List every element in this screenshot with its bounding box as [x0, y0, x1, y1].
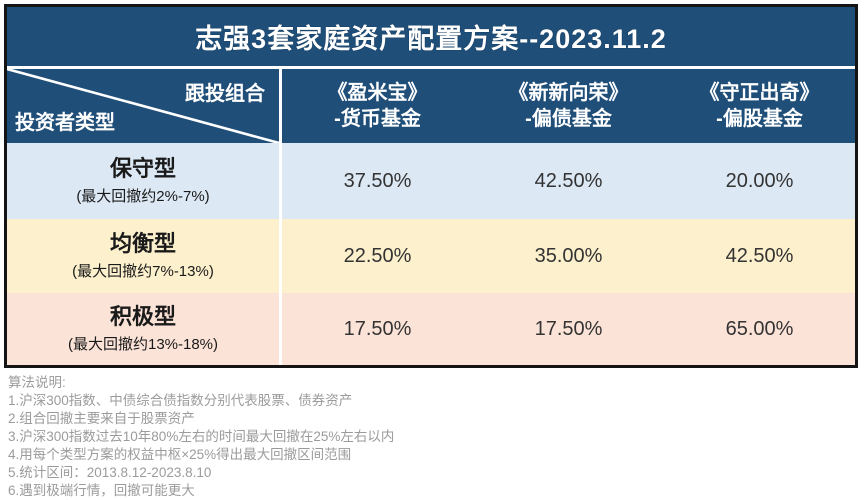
diagonal-divider-line — [7, 69, 279, 143]
table-row-conservative: 保守型 (最大回撤约2%-7%) 37.50% 42.50% 20.00% — [7, 143, 855, 219]
column-header-xinxinxiangrong: 《新新向荣》 -偏债基金 — [473, 69, 664, 143]
row-header-balanced: 均衡型 (最大回撤约7%-13%) — [7, 219, 282, 293]
footnote-line: 6.遇到极端行情，回撤可能更大 — [8, 483, 195, 498]
corner-label-portfolios: 跟投组合 — [185, 83, 265, 105]
column-header-name: 《守正出奇》 — [699, 82, 820, 104]
column-header-name: 《新新向荣》 — [508, 82, 629, 104]
page-title: 志强3套家庭资产配置方案--2023.11.2 — [195, 24, 667, 54]
max-drawdown-note: (最大回撤约13%-18%) — [67, 335, 219, 353]
column-header-sub: -偏股基金 — [716, 108, 803, 130]
footnote-line: 5.统计区间：2013.8.12-2023.8.10 — [8, 465, 212, 480]
allocation-value: 17.50% — [534, 317, 603, 340]
column-header-shouzhengchuqi: 《守正出奇》 -偏股基金 — [664, 69, 855, 143]
footnotes-heading: 算法说明: — [8, 375, 66, 390]
allocation-value: 42.50% — [725, 244, 794, 267]
footnote-line: 3.沪深300指数过去10年80%左右的时间最大回撤在25%左右以内 — [8, 429, 395, 444]
allocation-value: 35.00% — [534, 244, 603, 267]
corner-header-cell: 跟投组合 投资者类型 — [7, 69, 282, 143]
asset-allocation-table: 志强3套家庭资产配置方案--2023.11.2 跟投组合 投资者类型 《盈米宝》… — [4, 4, 858, 368]
row-header-conservative: 保守型 (最大回撤约2%-7%) — [7, 143, 282, 219]
table-title-bar: 志强3套家庭资产配置方案--2023.11.2 — [7, 7, 855, 69]
footnote-line: 2.组合回撤主要来自于股票资产 — [8, 411, 195, 426]
allocation-value: 65.00% — [725, 317, 794, 340]
allocation-value: 17.50% — [343, 317, 412, 340]
allocation-value: 42.50% — [534, 169, 603, 192]
investor-type-label: 均衡型 — [109, 231, 176, 257]
allocation-value: 22.50% — [343, 244, 412, 267]
investor-type-label: 保守型 — [109, 156, 176, 182]
table-row-aggressive: 积极型 (最大回撤约13%-18%) 17.50% 17.50% 65.00% — [7, 293, 855, 365]
table-row-balanced: 均衡型 (最大回撤约7%-13%) 22.50% 35.00% 42.50% — [7, 219, 855, 293]
allocation-value: 20.00% — [725, 169, 794, 192]
column-header-sub: -偏债基金 — [525, 108, 612, 130]
investor-type-label: 积极型 — [109, 304, 176, 330]
max-drawdown-note: (最大回撤约7%-13%) — [72, 262, 214, 280]
max-drawdown-note: (最大回撤约2%-7%) — [76, 187, 210, 205]
table-header-row: 跟投组合 投资者类型 《盈米宝》 -货币基金 《新新向荣》 -偏债基金 《守正出… — [7, 69, 855, 143]
footnote-line: 1.沪深300指数、中债综合债指数分别代表股票、债券资产 — [8, 393, 353, 408]
corner-label-investor-type: 投资者类型 — [15, 112, 115, 134]
allocation-value: 37.50% — [343, 169, 412, 192]
row-header-aggressive: 积极型 (最大回撤约13%-18%) — [7, 293, 282, 365]
column-header-yingmibao: 《盈米宝》 -货币基金 — [282, 69, 473, 143]
column-header-name: 《盈米宝》 — [327, 82, 428, 104]
column-header-sub: -货币基金 — [334, 108, 421, 130]
algorithm-footnotes: 算法说明: 1.沪深300指数、中债综合债指数分别代表股票、债券资产 2.组合回… — [8, 374, 848, 500]
footnote-line: 4.用每个类型方案的权益中枢×25%得出最大回撤区间范围 — [8, 447, 352, 462]
